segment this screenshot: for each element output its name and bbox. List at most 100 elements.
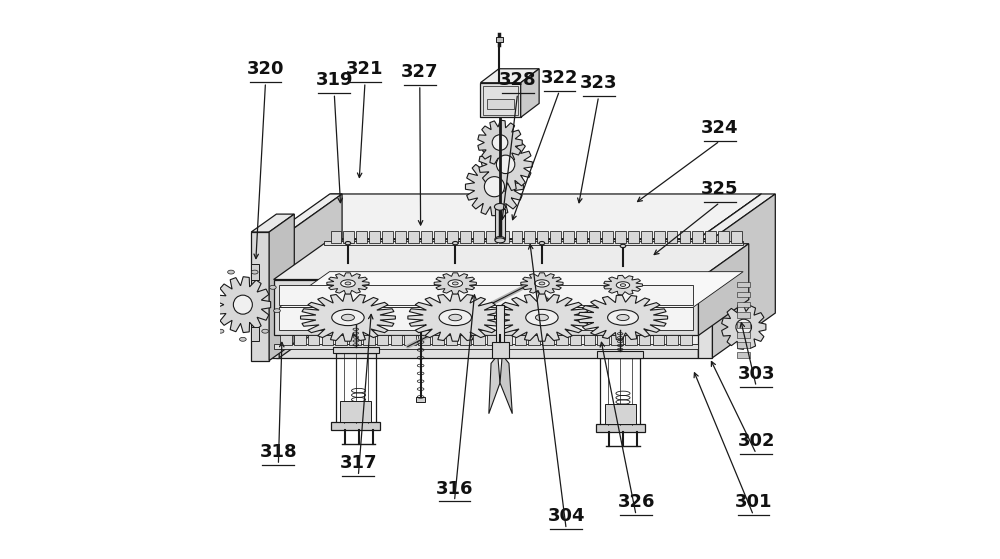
Ellipse shape (449, 314, 462, 321)
Polygon shape (421, 231, 432, 243)
Polygon shape (698, 244, 749, 335)
Bar (279, 307, 693, 330)
Text: 325: 325 (701, 181, 739, 198)
Polygon shape (479, 138, 532, 191)
Bar (487, 99, 514, 109)
Polygon shape (680, 231, 690, 243)
Text: 319: 319 (316, 72, 353, 89)
Bar (737, 342, 750, 348)
Polygon shape (465, 158, 523, 216)
Polygon shape (391, 335, 402, 345)
Bar (600, 358, 640, 425)
Bar (336, 353, 376, 423)
Polygon shape (499, 231, 509, 243)
Polygon shape (722, 305, 766, 349)
Ellipse shape (251, 270, 258, 274)
Polygon shape (268, 194, 761, 239)
Polygon shape (434, 273, 476, 294)
Polygon shape (487, 335, 499, 345)
Polygon shape (489, 355, 500, 414)
Polygon shape (698, 194, 775, 239)
Polygon shape (408, 294, 503, 341)
Ellipse shape (209, 285, 216, 290)
Polygon shape (331, 231, 341, 243)
Ellipse shape (495, 238, 505, 243)
Text: 323: 323 (580, 74, 617, 92)
Polygon shape (556, 335, 568, 345)
Ellipse shape (345, 282, 351, 285)
Ellipse shape (617, 314, 629, 321)
Text: 326: 326 (617, 494, 655, 511)
Polygon shape (698, 301, 761, 358)
Polygon shape (343, 231, 354, 243)
Polygon shape (301, 294, 395, 341)
Polygon shape (322, 335, 333, 345)
Ellipse shape (217, 329, 224, 333)
Ellipse shape (270, 285, 276, 290)
Polygon shape (279, 272, 743, 307)
Bar (737, 332, 750, 338)
Polygon shape (500, 355, 512, 414)
Bar (324, 241, 743, 245)
Polygon shape (480, 69, 539, 83)
Polygon shape (486, 231, 497, 243)
Bar (496, 37, 503, 42)
Polygon shape (276, 301, 761, 345)
Ellipse shape (526, 310, 558, 325)
Ellipse shape (341, 280, 355, 287)
Bar (483, 86, 518, 115)
Polygon shape (363, 335, 375, 345)
Polygon shape (377, 335, 388, 345)
Polygon shape (515, 335, 526, 345)
Bar (737, 352, 750, 358)
Text: 324: 324 (701, 119, 739, 137)
Text: 316: 316 (436, 480, 473, 498)
Polygon shape (267, 239, 279, 358)
Polygon shape (446, 335, 457, 345)
Bar (416, 397, 425, 402)
Polygon shape (563, 231, 574, 243)
Polygon shape (654, 231, 665, 243)
Text: 304: 304 (547, 508, 585, 525)
Polygon shape (698, 194, 761, 254)
Ellipse shape (539, 241, 545, 245)
Bar (251, 264, 259, 280)
Polygon shape (615, 231, 626, 243)
Polygon shape (524, 231, 535, 243)
Polygon shape (308, 335, 319, 345)
Polygon shape (251, 214, 294, 232)
Ellipse shape (495, 236, 505, 242)
Bar (597, 351, 643, 358)
Polygon shape (473, 335, 485, 345)
Ellipse shape (262, 329, 268, 333)
Ellipse shape (539, 282, 545, 285)
Polygon shape (274, 244, 749, 280)
Text: 322: 322 (541, 69, 578, 87)
Polygon shape (712, 194, 775, 358)
Bar (496, 305, 504, 344)
Polygon shape (280, 335, 292, 345)
Bar (331, 422, 380, 430)
Ellipse shape (448, 280, 463, 287)
Ellipse shape (228, 270, 234, 274)
Bar (279, 285, 693, 305)
Polygon shape (269, 214, 294, 361)
Ellipse shape (608, 310, 638, 325)
Polygon shape (279, 194, 342, 358)
Text: 328: 328 (499, 72, 536, 89)
Text: 317: 317 (340, 454, 377, 472)
Bar (340, 401, 371, 422)
Ellipse shape (341, 314, 354, 321)
Polygon shape (418, 335, 430, 345)
Circle shape (492, 135, 508, 150)
Polygon shape (473, 231, 484, 243)
Polygon shape (349, 335, 361, 345)
Polygon shape (335, 335, 347, 345)
Polygon shape (294, 335, 306, 345)
Bar (333, 347, 379, 353)
Polygon shape (251, 232, 269, 361)
Polygon shape (495, 294, 589, 341)
Polygon shape (521, 69, 539, 117)
Polygon shape (512, 231, 522, 243)
Polygon shape (611, 335, 623, 345)
